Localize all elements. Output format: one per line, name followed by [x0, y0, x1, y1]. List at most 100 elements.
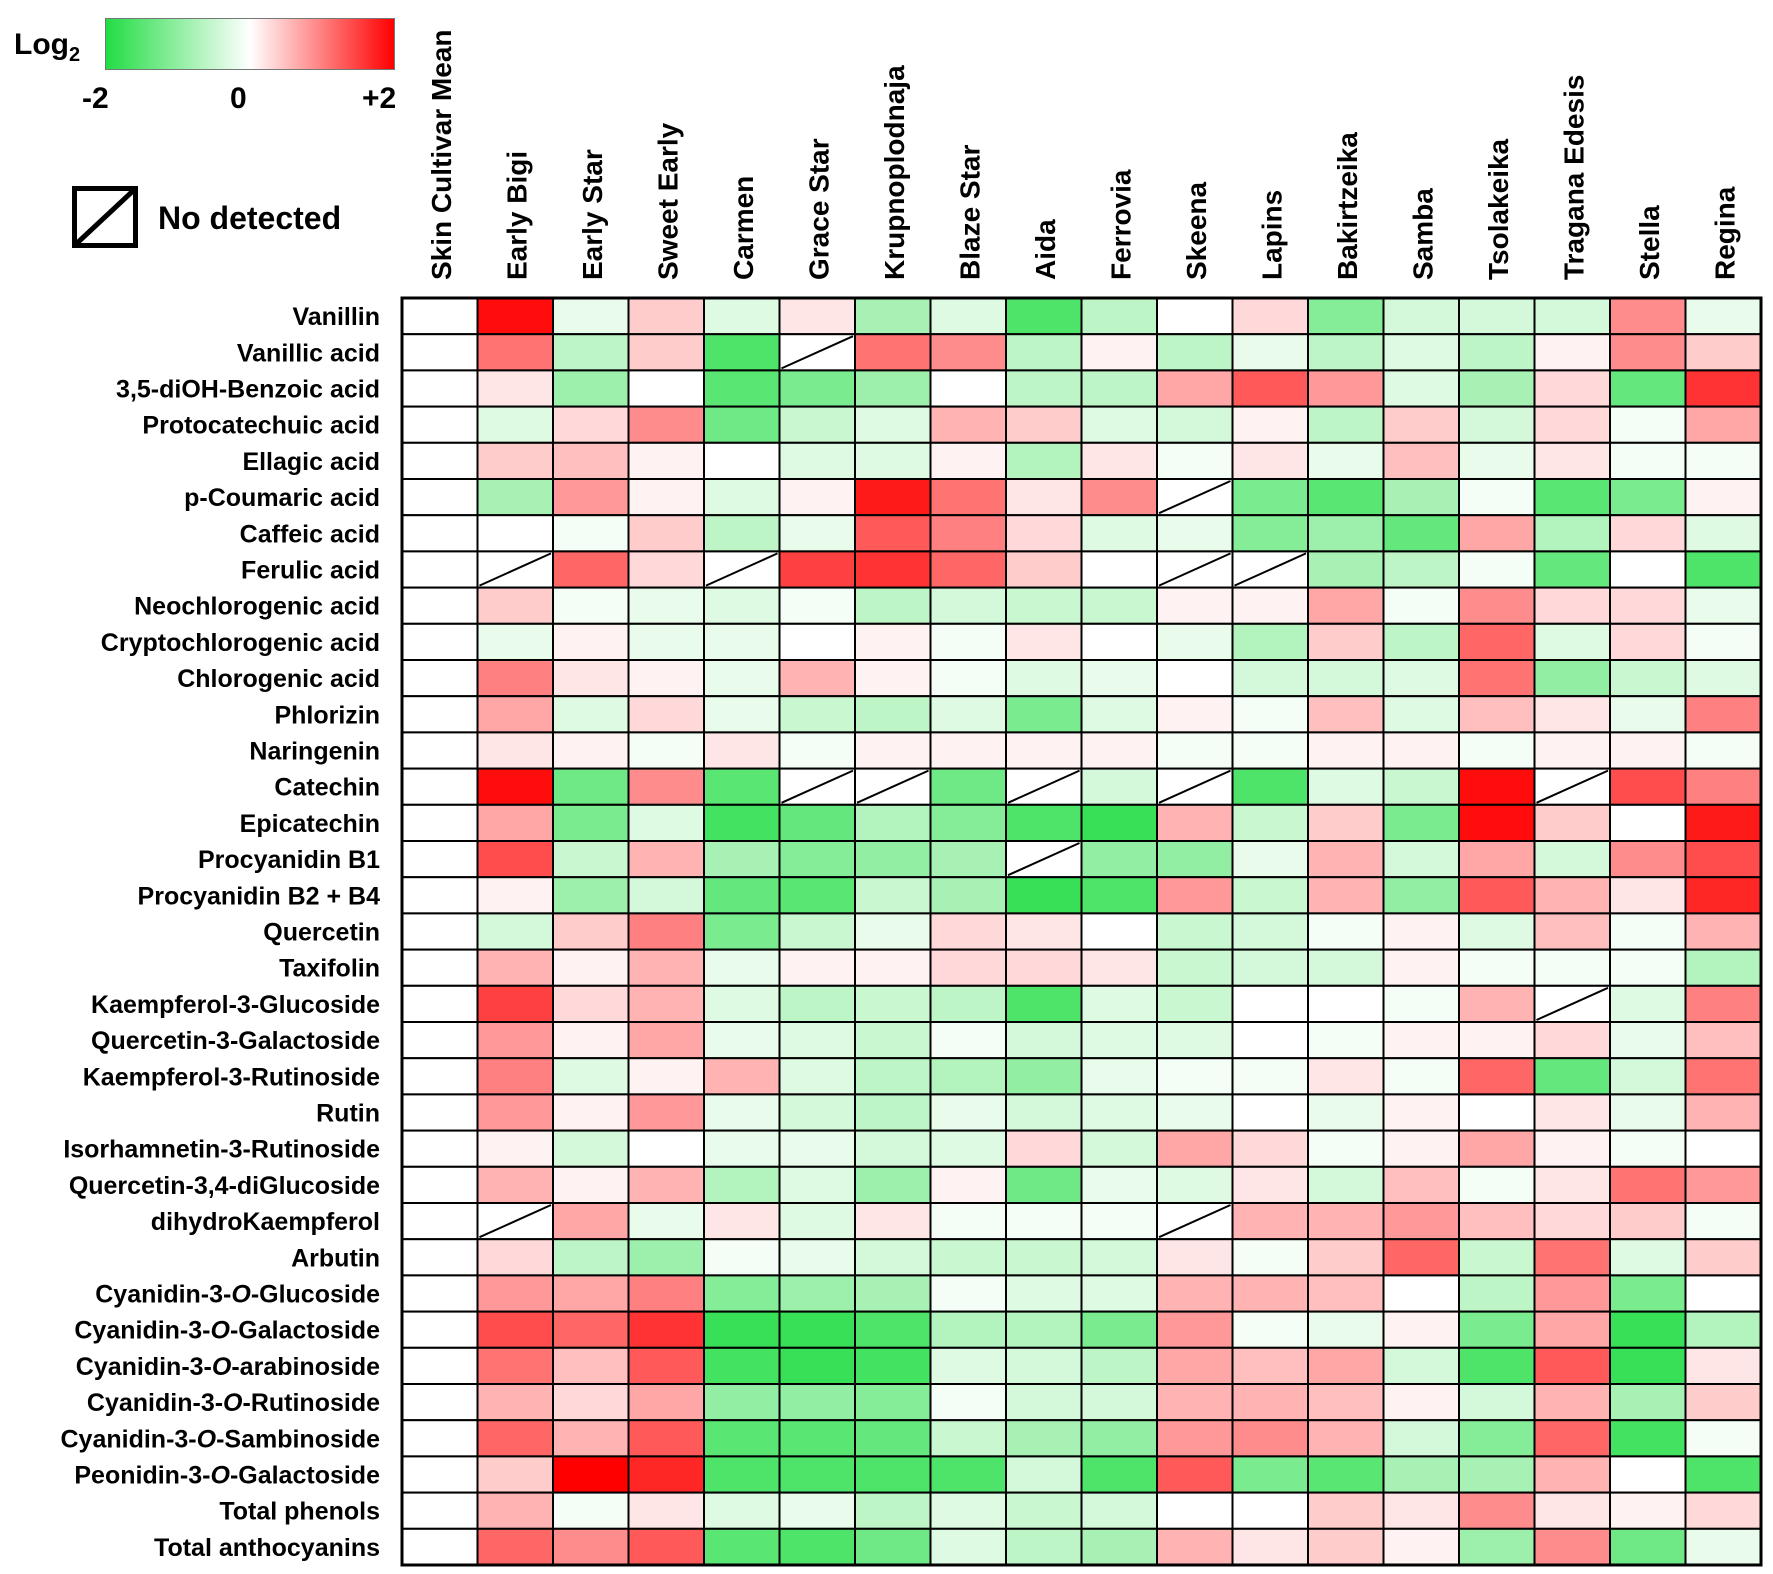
heatmap-cell: [854, 695, 932, 734]
heatmap-cell: [1080, 876, 1158, 915]
heatmap-cell: [1231, 441, 1309, 480]
heatmap-cell: [1609, 586, 1687, 625]
heatmap-cell: [703, 1202, 781, 1241]
heatmap-cell: [476, 876, 554, 915]
heatmap-cell: [778, 1021, 856, 1060]
heatmap-cell: [1382, 1419, 1460, 1458]
heatmap-cell: [1458, 1057, 1536, 1096]
heatmap-cell: [1307, 478, 1385, 517]
heatmap-cell: [1382, 333, 1460, 372]
heatmap-cell: [929, 1346, 1007, 1386]
heatmap-cell: [476, 1346, 554, 1386]
legend-mid-label: 0: [230, 82, 247, 115]
heatmap-cell: [1080, 369, 1158, 408]
heatmap-cell: [1307, 948, 1385, 987]
heatmap-cell: [1609, 948, 1687, 987]
heatmap-cell: [552, 1093, 630, 1132]
heatmap-cell: [929, 731, 1007, 770]
heatmap-cell: [703, 659, 781, 698]
heatmap-cell: [1382, 1491, 1460, 1530]
heatmap-cell: [552, 550, 630, 589]
heatmap-cell: [1080, 1491, 1158, 1530]
heatmap-cell: [1005, 333, 1083, 372]
heatmap-cell: [476, 695, 554, 734]
heatmap-cell: [929, 803, 1007, 842]
heatmap-cell: [1684, 1202, 1762, 1241]
heatmap-cell: [703, 1346, 781, 1386]
heatmap-cell: [778, 803, 856, 842]
heatmap-cell: [1458, 659, 1536, 698]
heatmap-cell: [1533, 405, 1611, 444]
heatmap-cell: [1609, 369, 1687, 408]
heatmap-cell: [1307, 659, 1385, 698]
heatmap-cell: [1307, 1455, 1385, 1494]
heatmap-cell: [1609, 1527, 1687, 1567]
heatmap-cell: [1533, 1383, 1611, 1422]
heatmap-cell: [778, 297, 856, 336]
heatmap-cell: [476, 622, 554, 661]
heatmap-cell: [1684, 731, 1762, 770]
heatmap-cell: [1382, 1274, 1460, 1313]
heatmap-cell: [778, 1274, 856, 1313]
heatmap-cell: [1156, 297, 1234, 336]
heatmap-cell: [1609, 840, 1687, 879]
row-label-procyanidin-b1: Procyanidin B1: [198, 846, 380, 874]
heatmap-cell: [1005, 1021, 1083, 1060]
heatmap-cell: [1080, 1383, 1158, 1422]
heatmap-cell: [1382, 405, 1460, 444]
heatmap-cell: [1005, 1129, 1083, 1168]
heatmap-cell: [1533, 1419, 1611, 1458]
heatmap-cell: [1458, 586, 1536, 625]
heatmap-cell: [1609, 731, 1687, 770]
heatmap-cell: [1307, 586, 1385, 625]
heatmap-cell: [552, 876, 630, 915]
heatmap-cell: [1382, 984, 1460, 1023]
heatmap-cell: [552, 405, 630, 444]
column-label-tragana-edesis: Tragana Edesis: [1558, 75, 1589, 280]
row-label-quercetin-3-galactoside: Quercetin-3-Galactoside: [91, 1027, 380, 1055]
heatmap-cell: [854, 550, 932, 589]
heatmap-cell: [1231, 586, 1309, 625]
heatmap-cell: [1684, 1310, 1762, 1349]
heatmap-cell: [1005, 659, 1083, 698]
heatmap-cell: [1382, 695, 1460, 734]
heatmap-cell: [476, 1057, 554, 1096]
heatmap-cell: [1156, 1491, 1234, 1530]
heatmap-cell: [552, 1491, 630, 1530]
heatmap-cell: [1156, 659, 1234, 698]
no-detected-mark: [1007, 769, 1080, 804]
heatmap-cell: [1458, 514, 1536, 553]
heatmap-cell: [1382, 550, 1460, 589]
heatmap-cell: [1382, 1527, 1460, 1567]
heatmap-cell: [778, 405, 856, 444]
heatmap-cell: [1080, 1021, 1158, 1060]
heatmap-cell: [1382, 876, 1460, 915]
heatmap-cell: [1382, 1129, 1460, 1168]
column-label-krupnoplodnaja: Krupnoplodnaja: [879, 65, 910, 280]
heatmap-cell: [1005, 297, 1083, 336]
heatmap-cell: [1080, 1129, 1158, 1168]
heatmap-cell: [1080, 948, 1158, 987]
heatmap-cell: [1684, 1383, 1762, 1422]
heatmap-cell: [552, 1057, 630, 1096]
heatmap-cell: [1156, 840, 1234, 879]
heatmap-cell: [929, 1383, 1007, 1422]
heatmap-cell: [627, 1202, 705, 1241]
heatmap-cell: [778, 912, 856, 951]
heatmap-cell: [703, 803, 781, 842]
heatmap-cell: [929, 369, 1007, 408]
heatmap-cell: [778, 369, 856, 408]
heatmap-cell: [1307, 1165, 1385, 1205]
heatmap-cell: [1684, 876, 1762, 915]
heatmap-cell: [1533, 840, 1611, 879]
heatmap-cell: [401, 1310, 479, 1349]
heatmap-cell: [1609, 1238, 1687, 1277]
row-label-total-phenols: Total phenols: [219, 1498, 380, 1526]
heatmap-cell: [552, 840, 630, 879]
heatmap-cell: [854, 659, 932, 698]
heatmap-cell: [929, 333, 1007, 372]
heatmap-cell: [401, 622, 479, 661]
heatmap-cell: [703, 1455, 781, 1494]
heatmap-cell: [1684, 659, 1762, 698]
heatmap-cell: [1005, 550, 1083, 589]
